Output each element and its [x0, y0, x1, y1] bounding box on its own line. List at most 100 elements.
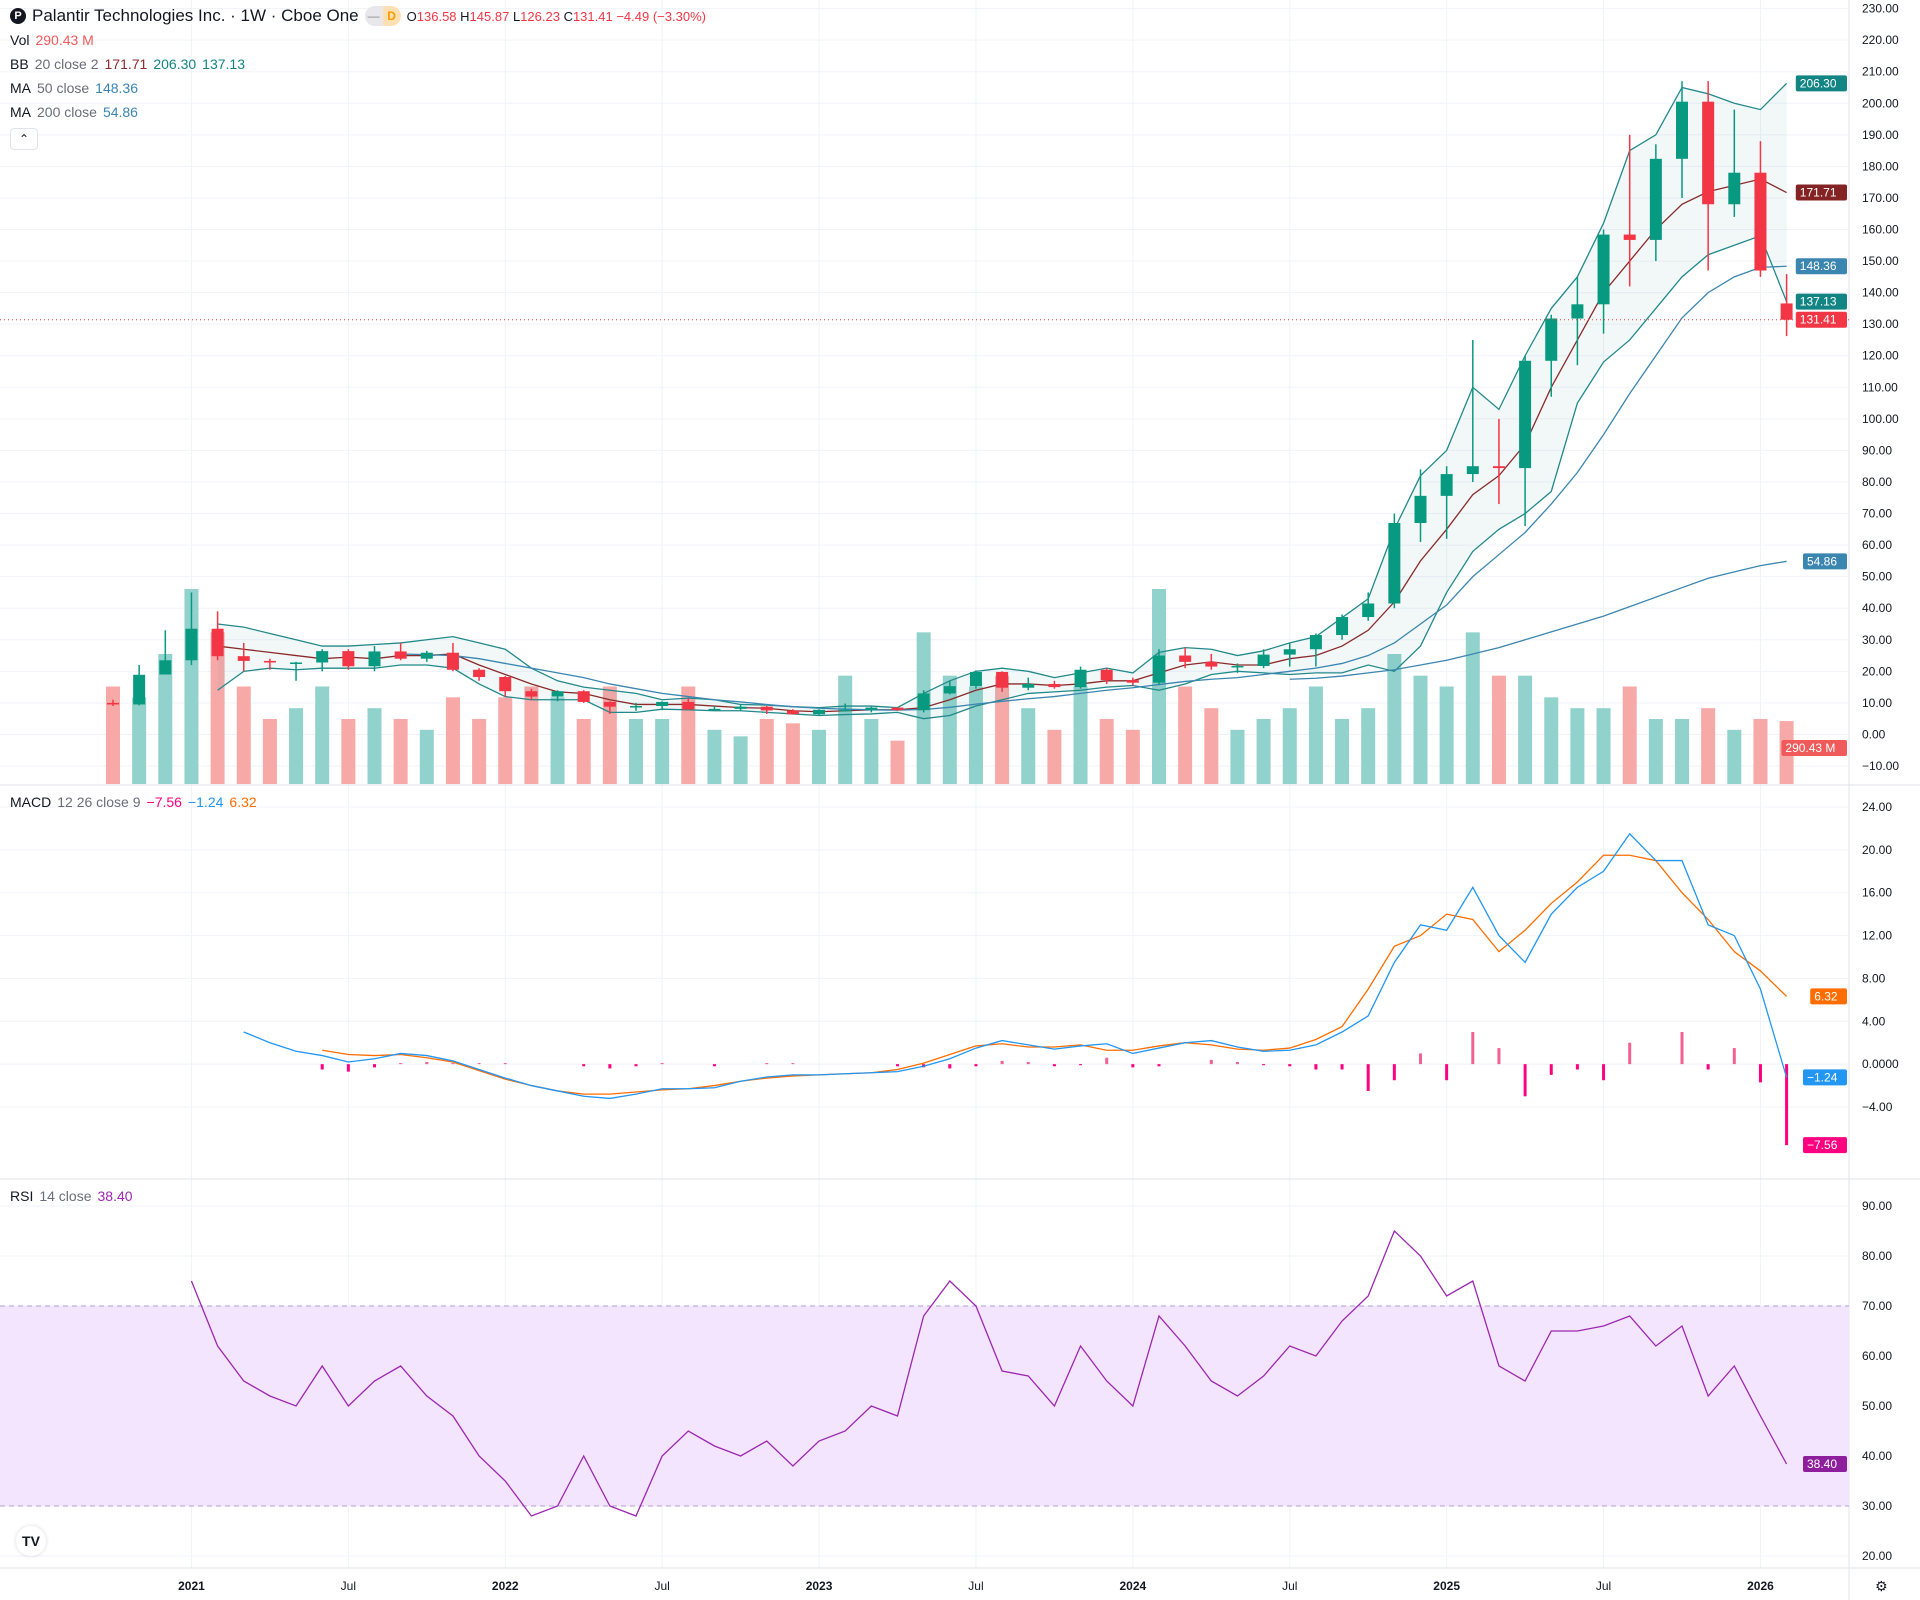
y-axis-tick: 50.00	[1862, 570, 1892, 584]
candle-body	[1702, 101, 1715, 205]
macd-line	[243, 832, 1788, 1100]
time-axis-label: Jul	[341, 1579, 356, 1593]
rsi-band	[0, 1306, 1849, 1506]
bb-legend[interactable]: BB 20 close 2 171.71 206.30 137.13	[10, 56, 245, 72]
y-axis-tick: 40.00	[1862, 1449, 1892, 1463]
volume-bar	[968, 686, 983, 784]
candle-body	[1597, 234, 1610, 305]
ma200-label: MA	[10, 104, 31, 120]
bb-lower-value: 137.13	[202, 56, 245, 72]
candle-body	[1179, 655, 1192, 662]
y-axis-tick: 70.00	[1862, 1299, 1892, 1313]
volume-bar	[524, 686, 539, 784]
candle-body	[1649, 158, 1662, 240]
time-axis-label: 2021	[178, 1579, 205, 1593]
high-value: 145.87	[469, 8, 510, 24]
volume-bar	[393, 719, 408, 784]
candle-body	[577, 691, 590, 702]
y-axis-tick: 12.00	[1862, 929, 1892, 943]
y-axis-tick: 90.00	[1862, 1199, 1892, 1213]
ma50-legend[interactable]: MA 50 close 148.36	[10, 80, 138, 96]
candle-body	[1623, 234, 1636, 240]
candle-body	[630, 706, 642, 708]
y-axis-tick: 200.00	[1862, 96, 1899, 110]
y-axis-tick: 80.00	[1862, 1249, 1892, 1263]
ma200-legend[interactable]: MA 200 close 54.86	[10, 104, 138, 120]
y-axis-tick: 50.00	[1862, 1399, 1892, 1413]
time-axis-label: Jul	[654, 1579, 669, 1593]
candle-body	[1126, 680, 1139, 683]
price-axis-label-bg	[1795, 293, 1847, 310]
volume-bar	[1387, 654, 1402, 784]
macd-label: MACD	[10, 794, 52, 810]
bb-upper-value: 206.30	[153, 56, 197, 72]
volume-bar	[341, 719, 356, 784]
volume-bar	[655, 719, 670, 784]
volume-bar	[707, 729, 722, 784]
time-axis-label: 2024	[1119, 1579, 1146, 1593]
low-label: L	[512, 8, 521, 24]
price-axis-label: 206.30	[1800, 76, 1837, 90]
bb-label: BB	[10, 56, 29, 72]
rsi-label: RSI	[10, 1188, 34, 1204]
macd-signal-line	[322, 854, 1788, 1095]
volume-bar	[262, 719, 277, 784]
candle-body	[1440, 474, 1453, 496]
delayed-badge: D	[382, 6, 401, 26]
tradingview-logo[interactable]: TV	[16, 1526, 46, 1556]
candle-body	[734, 706, 747, 709]
y-axis-tick: 170.00	[1862, 191, 1899, 205]
market-status-badge[interactable]: — D	[364, 6, 401, 26]
macd-signal-value: 6.32	[229, 794, 257, 810]
volume-bar	[1727, 729, 1742, 784]
candle-body	[682, 701, 695, 710]
volume-bar	[1047, 729, 1062, 784]
macd-legend[interactable]: MACD 12 26 close 9 −7.56 −1.24 6.32	[10, 794, 257, 810]
candle-body	[891, 707, 904, 711]
time-axis-label: 2022	[492, 1579, 519, 1593]
volume-bar	[1361, 708, 1376, 784]
price-axis-label: 171.71	[1800, 186, 1837, 200]
volume-bar	[367, 708, 382, 784]
volume-bar	[838, 675, 853, 784]
symbol-title[interactable]: Palantir Technologies Inc. · 1W · Cboe O…	[32, 6, 359, 25]
candle-body	[1362, 603, 1375, 618]
open-label: O	[406, 8, 417, 24]
volume-bar	[1570, 708, 1585, 784]
rsi-legend[interactable]: RSI 14 close 38.40	[10, 1188, 133, 1204]
collapse-legend-button[interactable]: ⌃	[10, 128, 38, 150]
status-dash: —	[364, 6, 383, 26]
y-axis-tick: 8.00	[1862, 971, 1886, 985]
volume-axis-label: 290.43 M	[1785, 741, 1835, 755]
volume-bar	[1544, 697, 1559, 784]
y-axis-tick: 30.00	[1862, 633, 1892, 647]
settings-gear-icon[interactable]: ⚙	[1875, 1578, 1888, 1594]
candle-body	[446, 652, 459, 670]
price-axis-label-bg	[1795, 258, 1847, 275]
y-axis-tick: 220.00	[1862, 33, 1899, 47]
y-axis-tick: 130.00	[1862, 317, 1899, 331]
volume-bar	[498, 697, 513, 784]
candle-body	[107, 702, 119, 705]
volume-bar	[419, 729, 434, 784]
volume-bar	[942, 675, 957, 784]
candle-body	[1466, 466, 1479, 475]
y-axis-tick: 90.00	[1862, 443, 1892, 457]
volume-legend[interactable]: Vol 290.43 M	[10, 32, 94, 48]
candle-body	[760, 706, 773, 711]
volume-axis-label-bg	[1781, 740, 1847, 756]
price-axis-label: 137.13	[1800, 295, 1837, 309]
volume-bar	[629, 719, 643, 784]
y-axis-tick: 10.00	[1862, 696, 1892, 710]
candle-body	[1022, 683, 1035, 688]
high-label: H	[460, 8, 470, 24]
volume-bar	[1125, 729, 1140, 784]
candle-body	[133, 674, 146, 705]
candle-body	[786, 710, 799, 715]
candle-body	[1231, 665, 1244, 668]
candle-body	[263, 660, 276, 663]
candle-body	[1257, 654, 1270, 666]
y-axis-tick: 180.00	[1862, 159, 1899, 173]
volume-bar	[1282, 708, 1297, 784]
